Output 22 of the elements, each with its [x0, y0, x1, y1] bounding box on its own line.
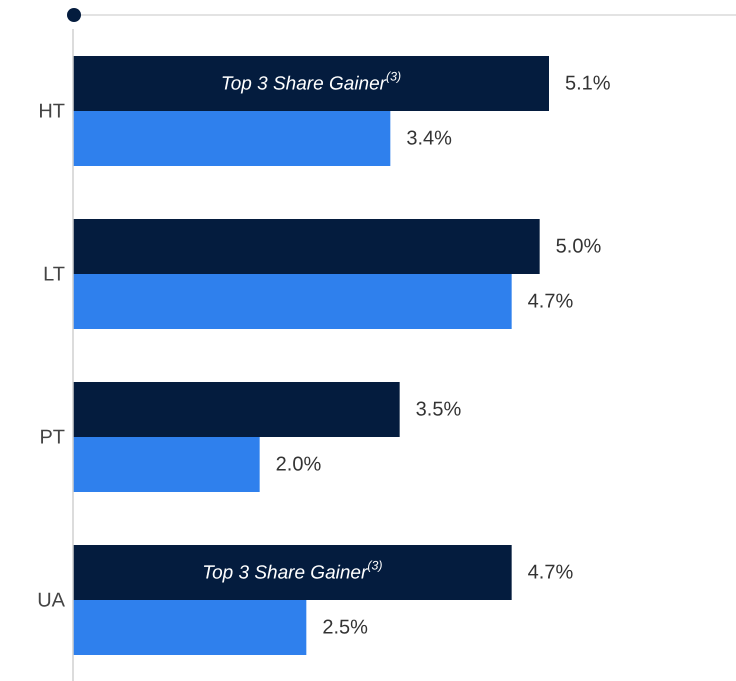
- bar: [73, 600, 306, 655]
- y-tick-label: LT: [43, 264, 65, 286]
- data-label: 3.5%: [416, 398, 462, 420]
- bar: [73, 382, 400, 437]
- bar: [73, 545, 512, 600]
- y-tick-label: HT: [38, 100, 65, 123]
- bar: [73, 219, 540, 274]
- data-label: 3.4%: [406, 128, 452, 150]
- annotation: Top 3 Share Gainer$^{(3)}$: [202, 558, 382, 583]
- data-label: 2.0%: [276, 454, 322, 476]
- y-tick-label: UA: [37, 590, 66, 612]
- bar: [73, 56, 549, 111]
- data-label: 4.7%: [528, 562, 574, 584]
- annotation: Top 3 Share Gainer$^{(3)}$: [220, 70, 402, 94]
- data-label: 2.5%: [322, 616, 368, 638]
- bar: [73, 111, 390, 166]
- y-tick-label: PT: [39, 426, 65, 449]
- data-label: 5.0%: [556, 236, 602, 258]
- bar: [73, 437, 260, 492]
- data-label: 5.1%: [565, 72, 611, 94]
- bar: [73, 274, 512, 329]
- data-label: 4.7%: [528, 290, 574, 312]
